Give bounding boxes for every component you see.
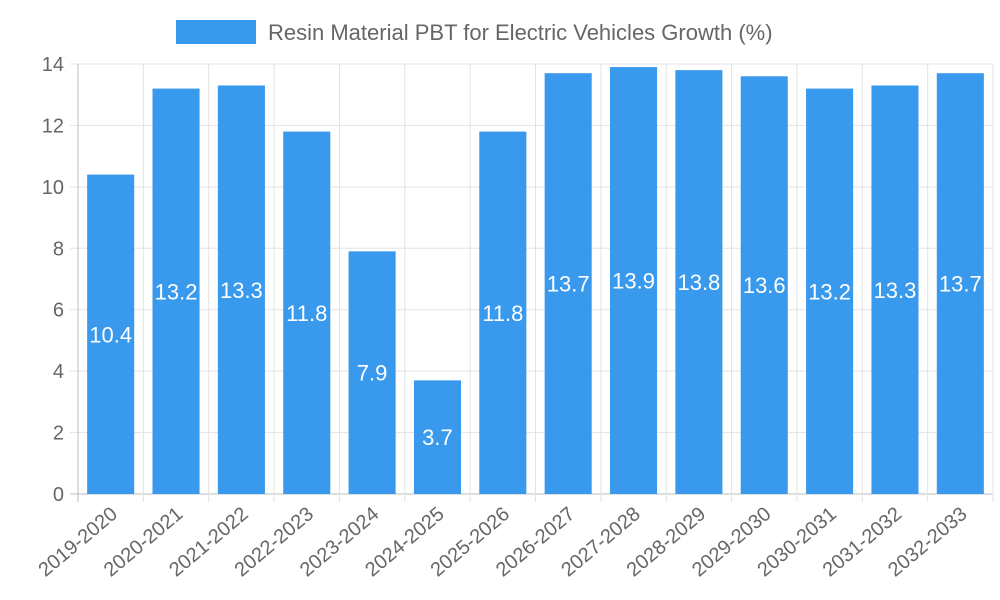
bar — [740, 76, 788, 495]
data-labels: 10.4 13.2 13.3 11.8 7.9 3.7 11.8 13.7 13.9 13.8 13… — [89, 269, 981, 451]
data-label: 13.9 — [612, 269, 655, 294]
y-tick-label: 10 — [42, 177, 64, 199]
bar — [610, 67, 658, 495]
bar — [283, 131, 331, 495]
data-label: 13.3 — [874, 278, 917, 303]
x-axis: 2019-20202020-20212021-20222022-20232023… — [34, 503, 971, 581]
data-label: 11.8 — [286, 301, 327, 326]
data-label: 13.6 — [743, 273, 786, 298]
data-label: 10.4 — [89, 322, 132, 347]
legend-label: Resin Material PBT for Electric Vehicles… — [268, 20, 773, 45]
bar — [87, 174, 135, 495]
bar — [152, 88, 200, 495]
y-tick-label: 8 — [53, 238, 64, 260]
gridlines — [70, 63, 994, 502]
data-label: 13.2 — [808, 279, 851, 304]
bar — [479, 131, 527, 495]
bar — [348, 251, 396, 494]
bar — [936, 73, 984, 494]
bars — [87, 67, 984, 495]
legend-swatch — [176, 20, 256, 44]
bar — [413, 380, 461, 494]
data-label: 13.7 — [547, 272, 590, 297]
data-label: 13.3 — [220, 278, 263, 303]
bar — [675, 70, 723, 495]
bar — [806, 88, 854, 495]
data-label: 13.7 — [939, 272, 982, 297]
bar — [217, 85, 265, 494]
data-label: 3.7 — [422, 425, 453, 450]
bar — [544, 73, 592, 494]
y-tick-label: 14 — [42, 54, 64, 76]
legend: Resin Material PBT for Electric Vehicles… — [176, 20, 773, 45]
y-tick-label: 0 — [53, 484, 64, 506]
y-tick-label: 2 — [53, 423, 64, 445]
y-tick-label: 4 — [53, 361, 64, 383]
data-label: 11.8 — [482, 301, 523, 326]
y-axis: 0 2 4 6 8 10 12 14 — [42, 54, 64, 506]
y-tick-label: 6 — [53, 300, 64, 322]
y-tick-label: 12 — [42, 115, 64, 137]
data-label: 13.2 — [155, 279, 198, 304]
data-label: 7.9 — [357, 361, 388, 386]
data-label: 13.8 — [677, 270, 720, 295]
bar — [871, 85, 919, 494]
